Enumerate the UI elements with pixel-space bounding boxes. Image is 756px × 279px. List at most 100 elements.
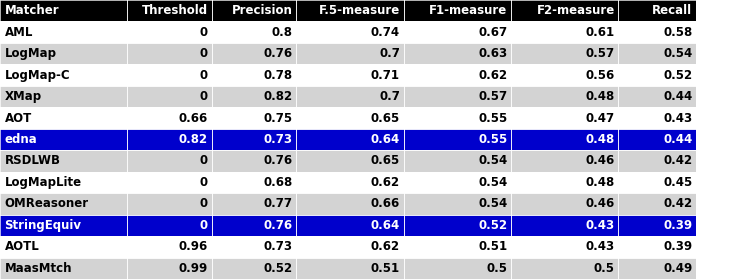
Bar	[0, 86, 127, 107]
Text: 0.65: 0.65	[370, 112, 400, 124]
Text: 0.68: 0.68	[263, 176, 293, 189]
Bar	[127, 86, 212, 107]
Text: 0.76: 0.76	[263, 155, 293, 167]
Text: 0: 0	[200, 90, 208, 103]
Text: 0.51: 0.51	[370, 262, 400, 275]
Bar	[296, 43, 404, 64]
Text: Precision: Precision	[231, 4, 293, 17]
Bar	[618, 64, 696, 86]
Text: 0.62: 0.62	[370, 240, 400, 253]
Bar	[296, 64, 404, 86]
Bar	[0, 236, 127, 258]
Text: edna: edna	[5, 133, 37, 146]
Text: RSDLWB: RSDLWB	[5, 155, 60, 167]
Bar	[212, 107, 296, 129]
Bar	[0, 64, 127, 86]
Bar	[404, 150, 511, 172]
Text: MaasMtch: MaasMtch	[5, 262, 72, 275]
Bar	[404, 129, 511, 150]
Text: 0.58: 0.58	[663, 26, 692, 39]
Text: 0.48: 0.48	[585, 90, 615, 103]
Bar	[212, 193, 296, 215]
Bar	[511, 21, 618, 43]
Bar	[127, 21, 212, 43]
Text: 0.5: 0.5	[593, 262, 615, 275]
Text: 0.66: 0.66	[370, 197, 400, 210]
Bar	[618, 107, 696, 129]
Bar	[0, 43, 127, 64]
Text: 0.64: 0.64	[370, 133, 400, 146]
Text: 0.52: 0.52	[478, 219, 507, 232]
Text: 0.51: 0.51	[478, 240, 507, 253]
Bar	[511, 215, 618, 236]
Text: 0.71: 0.71	[371, 69, 400, 82]
Bar	[618, 129, 696, 150]
Text: 0.45: 0.45	[663, 176, 692, 189]
Text: AOTL: AOTL	[5, 240, 39, 253]
Text: XMap: XMap	[5, 90, 42, 103]
Text: 0.64: 0.64	[370, 219, 400, 232]
Text: 0.61: 0.61	[585, 26, 615, 39]
Bar	[127, 172, 212, 193]
Bar	[0, 150, 127, 172]
Bar	[618, 86, 696, 107]
Text: 0.5: 0.5	[486, 262, 507, 275]
Text: 0.73: 0.73	[264, 240, 293, 253]
Text: 0: 0	[200, 219, 208, 232]
Text: 0.77: 0.77	[264, 197, 293, 210]
Text: 0.49: 0.49	[663, 262, 692, 275]
Bar	[0, 129, 127, 150]
Text: 0.99: 0.99	[178, 262, 208, 275]
Bar	[618, 193, 696, 215]
Text: AML: AML	[5, 26, 33, 39]
Bar	[212, 64, 296, 86]
Bar	[404, 193, 511, 215]
Text: 0: 0	[200, 197, 208, 210]
Text: 0.66: 0.66	[178, 112, 208, 124]
Bar	[0, 21, 127, 43]
Bar	[212, 0, 296, 21]
Text: Recall: Recall	[652, 4, 692, 17]
Bar	[404, 21, 511, 43]
Text: 0.76: 0.76	[263, 47, 293, 60]
Text: 0.39: 0.39	[663, 240, 692, 253]
Text: OMReasoner: OMReasoner	[5, 197, 88, 210]
Bar	[0, 258, 127, 279]
Text: 0.8: 0.8	[271, 26, 293, 39]
Text: 0.44: 0.44	[663, 133, 692, 146]
Text: 0.78: 0.78	[263, 69, 293, 82]
Text: 0.74: 0.74	[370, 26, 400, 39]
Bar	[0, 107, 127, 129]
Bar	[404, 172, 511, 193]
Bar	[0, 172, 127, 193]
Bar	[127, 0, 212, 21]
Text: 0.54: 0.54	[478, 155, 507, 167]
Bar	[127, 129, 212, 150]
Text: 0.55: 0.55	[478, 133, 507, 146]
Text: 0.46: 0.46	[585, 155, 615, 167]
Bar	[618, 150, 696, 172]
Bar	[511, 193, 618, 215]
Bar	[618, 172, 696, 193]
Text: 0: 0	[200, 176, 208, 189]
Text: 0.67: 0.67	[478, 26, 507, 39]
Bar	[404, 0, 511, 21]
Text: 0.54: 0.54	[663, 47, 692, 60]
Text: 0.52: 0.52	[263, 262, 293, 275]
Bar	[296, 150, 404, 172]
Bar	[404, 43, 511, 64]
Bar	[0, 0, 127, 21]
Bar	[212, 43, 296, 64]
Text: 0.62: 0.62	[370, 176, 400, 189]
Text: 0.52: 0.52	[663, 69, 692, 82]
Bar	[404, 258, 511, 279]
Bar	[511, 172, 618, 193]
Text: 0.48: 0.48	[585, 176, 615, 189]
Bar	[404, 215, 511, 236]
Text: 0.44: 0.44	[663, 90, 692, 103]
Text: LogMap: LogMap	[5, 47, 57, 60]
Text: 0.62: 0.62	[478, 69, 507, 82]
Bar	[212, 86, 296, 107]
Text: 0.54: 0.54	[478, 197, 507, 210]
Bar	[212, 236, 296, 258]
